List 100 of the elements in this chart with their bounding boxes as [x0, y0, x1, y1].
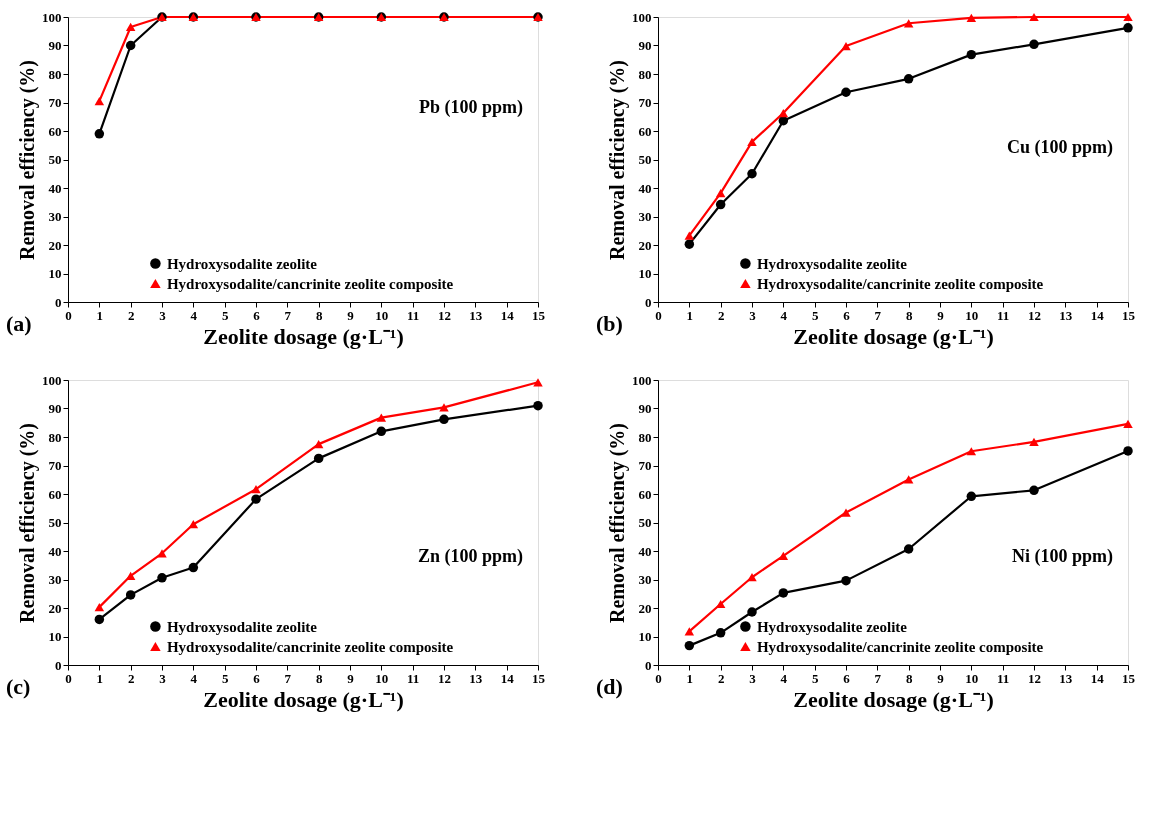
- x-tick-label: 4: [780, 307, 788, 323]
- point: [715, 599, 726, 609]
- x-tick-label: 8: [315, 670, 323, 686]
- x-tick-label: 4: [780, 670, 788, 686]
- y-tick-label: 0: [645, 294, 652, 310]
- point: [1123, 23, 1133, 33]
- annotation: Pb (100 ppm): [418, 97, 523, 119]
- point: [903, 74, 914, 84]
- y-tick-label: 90: [48, 401, 62, 416]
- legend-label: Hydroxysodalite zeolite: [166, 618, 318, 635]
- y-tick-label: 40: [638, 543, 652, 559]
- x-tick-label: 2: [127, 670, 135, 686]
- y-axis-title: Removal efficiency (%): [606, 60, 629, 260]
- x-tick-label: 3: [749, 670, 757, 686]
- x-tick-label: 1: [96, 670, 104, 686]
- x-tick-label: 5: [221, 307, 229, 323]
- y-tick-label: 0: [55, 294, 62, 310]
- x-tick-label: 13: [469, 307, 483, 323]
- x-tick-label: 10: [375, 307, 389, 323]
- point: [966, 491, 977, 502]
- x-tick-label: 0: [65, 307, 72, 323]
- text: (b): [596, 311, 623, 336]
- y-tick-label: 50: [48, 152, 62, 167]
- point: [903, 19, 914, 28]
- x-axis-title: Zeolite dosage (g·L⁻¹): [203, 686, 404, 712]
- x-tick-label: 5: [221, 670, 229, 686]
- x-tick-label: 3: [159, 670, 167, 686]
- point: [903, 475, 914, 484]
- x-tick-label: 15: [1122, 307, 1136, 323]
- legend-label: Hydroxysodalite/cancrinite zeolite composite: [756, 638, 1044, 655]
- x-tick-label: 4: [190, 670, 198, 686]
- y-tick-label: 30: [48, 209, 62, 224]
- x-tick-label: 12: [438, 307, 451, 323]
- point: [439, 414, 449, 425]
- x-tick-label: 11: [997, 670, 1010, 686]
- y-tick-label: 10: [48, 266, 62, 281]
- y-tick-label: 70: [638, 95, 652, 110]
- annotation: Ni (100 ppm): [1011, 545, 1113, 567]
- y-tick-label: 0: [645, 657, 652, 673]
- legend-label: Hydroxysodalite zeolite: [756, 255, 908, 272]
- point: [903, 544, 914, 554]
- y-tick-label: 20: [638, 600, 652, 616]
- x-tick-label: 9: [347, 307, 355, 323]
- point: [841, 508, 851, 517]
- x-tick-label: 1: [686, 307, 694, 323]
- y-tick-label: 10: [638, 629, 652, 644]
- text: (d): [596, 674, 623, 699]
- annotation: Zn (100 ppm): [417, 545, 523, 567]
- y-tick-label: 50: [638, 152, 652, 167]
- x-tick-label: 0: [655, 670, 662, 686]
- x-tick-label: 5: [811, 307, 819, 323]
- point: [188, 562, 199, 573]
- y-tick-label: 50: [638, 515, 652, 530]
- text: (a): [6, 311, 32, 336]
- annotation: Cu (100 ppm): [1006, 137, 1113, 159]
- y-tick-label: 60: [48, 123, 62, 139]
- y-axis-title: Removal efficiency (%): [16, 423, 39, 623]
- x-tick-label: 12: [1028, 670, 1041, 686]
- point: [1123, 419, 1133, 428]
- y-tick-label: 30: [638, 209, 652, 224]
- x-tick-label: 14: [500, 307, 515, 323]
- x-tick-label: 7: [874, 670, 882, 686]
- y-tick-label: 10: [638, 266, 652, 281]
- point: [251, 494, 261, 504]
- y-tick-label: 100: [632, 372, 652, 388]
- point: [533, 400, 543, 411]
- point: [376, 426, 387, 437]
- x-tick-label: 7: [874, 307, 882, 323]
- x-tick-label: 6: [253, 307, 261, 323]
- y-tick-label: 100: [632, 9, 652, 25]
- x-tick-label: 13: [1059, 307, 1073, 323]
- point: [684, 627, 695, 636]
- x-tick-label: 8: [905, 670, 913, 686]
- x-tick-label: 6: [843, 670, 851, 686]
- point: [966, 447, 977, 456]
- point: [684, 239, 695, 249]
- x-tick-label: 0: [65, 670, 72, 686]
- y-tick-label: 30: [48, 572, 62, 587]
- x-tick-label: 4: [190, 307, 198, 323]
- point: [966, 49, 977, 60]
- point: [747, 137, 757, 146]
- y-tick-label: 80: [48, 429, 62, 445]
- legend-label: Hydroxysodalite/cancrinite zeolite composite: [166, 275, 454, 292]
- y-tick-label: 70: [48, 458, 62, 473]
- x-tick-label: 9: [937, 670, 945, 686]
- point: [778, 116, 789, 126]
- x-tick-label: 3: [159, 307, 167, 323]
- point: [715, 189, 726, 198]
- point: [94, 129, 105, 139]
- x-tick-label: 15: [1122, 670, 1136, 686]
- point: [251, 485, 261, 494]
- point: [778, 588, 789, 598]
- x-tick-label: 12: [438, 670, 451, 686]
- point: [747, 607, 757, 617]
- x-tick-label: 2: [127, 307, 135, 323]
- point: [313, 440, 324, 449]
- y-axis-title: Removal efficiency (%): [16, 60, 39, 260]
- x-tick-label: 6: [253, 670, 261, 686]
- y-tick-label: 40: [48, 180, 62, 196]
- x-tick-label: 14: [1090, 307, 1105, 323]
